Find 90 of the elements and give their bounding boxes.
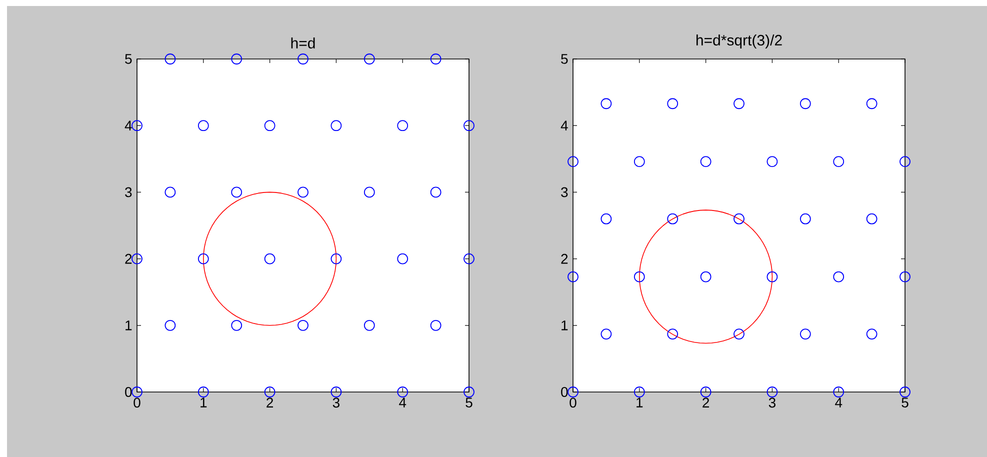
y-tick-label: 0 (125, 387, 132, 397)
point (900, 386, 910, 398)
point (132, 120, 142, 132)
y-tick-label: 5 (561, 54, 568, 64)
point (568, 156, 578, 168)
point (734, 328, 744, 340)
point (397, 120, 408, 132)
point (298, 320, 308, 331)
y-tick-label: 3 (125, 187, 132, 198)
point (568, 386, 578, 398)
point (430, 186, 442, 198)
point (667, 213, 678, 224)
point (667, 98, 678, 110)
point (900, 271, 910, 282)
point (164, 186, 176, 198)
point (132, 253, 142, 264)
point (634, 271, 645, 282)
x-tick-label: 5 (902, 398, 908, 408)
point (430, 320, 442, 331)
point (264, 120, 276, 132)
point (198, 386, 209, 398)
x-tick-label: 0 (570, 398, 576, 408)
point (734, 98, 744, 110)
point (700, 156, 712, 168)
point (800, 328, 811, 340)
y-tick-label: 0 (561, 387, 568, 397)
point (198, 253, 209, 264)
point (264, 386, 276, 398)
chart-title: h=d (291, 37, 315, 48)
point (330, 120, 342, 132)
x-tick-label: 4 (835, 398, 842, 408)
y-tick-label: 3 (561, 187, 568, 198)
x-tick-label: 3 (332, 398, 340, 408)
point (198, 120, 209, 132)
y-tick-label: 1 (562, 320, 568, 330)
point (330, 253, 342, 264)
x-tick-label: 1 (200, 398, 207, 408)
point (900, 156, 910, 168)
point (164, 54, 176, 64)
point (634, 156, 645, 168)
point (397, 253, 408, 264)
y-tick-label: 4 (560, 120, 568, 130)
point (298, 54, 308, 64)
point (766, 386, 778, 398)
x-tick-label: 2 (266, 398, 273, 408)
x-tick-label: 3 (768, 398, 776, 408)
point (464, 253, 474, 264)
point (600, 98, 612, 110)
point (364, 186, 375, 198)
point (397, 386, 408, 398)
x-tick-label: 2 (702, 398, 709, 408)
point (231, 186, 242, 198)
point (600, 213, 612, 224)
point (330, 386, 342, 398)
point (866, 328, 878, 340)
point (734, 213, 744, 224)
point (164, 320, 176, 331)
point (600, 328, 612, 340)
point (430, 54, 442, 64)
point (231, 54, 242, 64)
point (866, 98, 878, 110)
point (667, 328, 678, 340)
point (833, 156, 844, 168)
point (866, 213, 878, 224)
point (833, 386, 844, 398)
point (364, 54, 375, 64)
y-tick-label: 2 (125, 254, 132, 264)
y-tick-label: 1 (126, 320, 132, 330)
y-tick-label: 2 (561, 254, 568, 264)
point (231, 320, 242, 331)
point (800, 98, 811, 110)
y-tick-label: 4 (124, 120, 132, 130)
point (132, 386, 142, 398)
point (568, 271, 578, 282)
point (464, 120, 474, 132)
x-tick-label: 1 (636, 398, 643, 408)
point (700, 386, 712, 398)
x-tick-label: 0 (134, 398, 140, 408)
y-tick-label: 5 (125, 54, 132, 64)
x-tick-label: 5 (466, 398, 472, 408)
point (364, 320, 375, 331)
point (766, 156, 778, 168)
point (833, 271, 844, 282)
point (766, 271, 778, 282)
point (634, 386, 645, 398)
point (464, 386, 474, 398)
point (298, 186, 308, 198)
x-tick-label: 4 (399, 398, 406, 408)
chart-title: h=d*sqrt(3)/2 (696, 34, 782, 48)
point (800, 213, 811, 224)
